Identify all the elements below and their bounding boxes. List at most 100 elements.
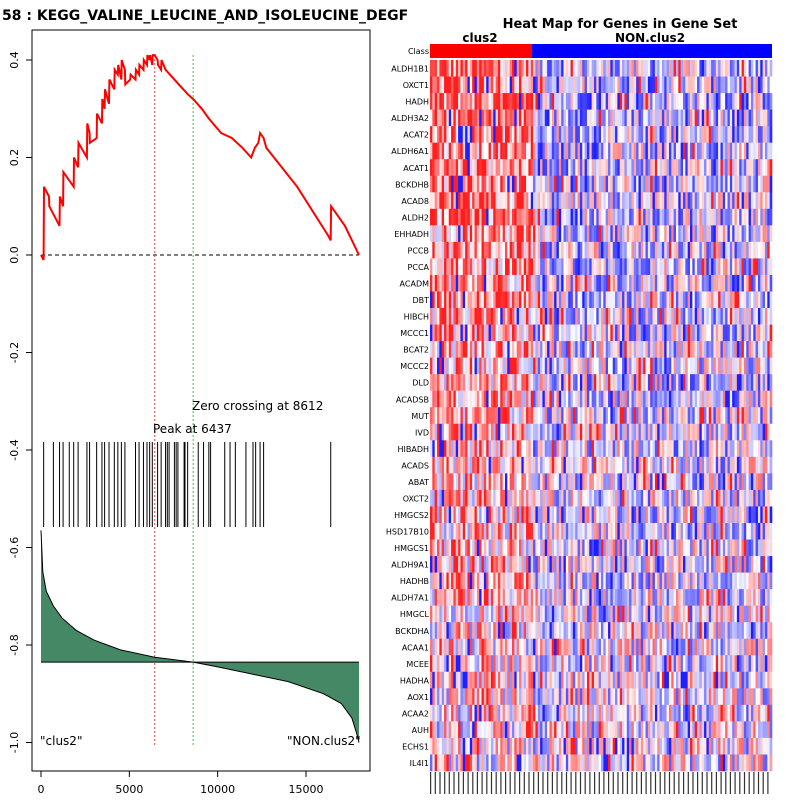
heatmap-cell <box>713 76 717 94</box>
heatmap-cell <box>762 241 766 259</box>
heatmap-cell <box>610 291 614 309</box>
heatmap-cell <box>615 109 618 127</box>
heatmap-cell <box>596 589 599 606</box>
heatmap-cell <box>748 423 752 441</box>
heatmap-cell <box>725 308 728 325</box>
heatmap-cell <box>577 556 581 573</box>
heatmap-cell <box>486 572 489 590</box>
heatmap-cell <box>481 489 485 507</box>
heatmap-cell <box>507 126 510 143</box>
heatmap-cell <box>528 241 532 259</box>
heatmap-cell <box>750 589 754 606</box>
heatmap-cell <box>743 291 747 309</box>
heatmap-cell <box>434 489 438 507</box>
heatmap-cell <box>622 76 625 94</box>
heatmap-cell <box>671 208 674 226</box>
heatmap-cell <box>469 208 473 226</box>
heatmap-cell <box>757 522 761 540</box>
heatmap-cell <box>434 175 438 193</box>
heatmap-cell <box>725 241 728 259</box>
heatmap-cell <box>455 390 459 408</box>
heatmap-cell <box>514 60 517 77</box>
heatmap-cell <box>762 390 766 408</box>
heatmap-cell <box>565 489 569 507</box>
heatmap-cell <box>682 208 686 226</box>
heatmap-cell <box>652 208 656 226</box>
heatmap-cell <box>565 324 569 342</box>
heatmap-cell <box>434 109 438 127</box>
heatmap-cell <box>624 374 628 391</box>
heatmap-cell <box>504 489 508 507</box>
heatmap-cell <box>509 324 513 342</box>
heatmap-cell <box>699 208 703 226</box>
heatmap-cell <box>605 539 609 557</box>
heatmap-cell <box>659 159 663 177</box>
heatmap-cell <box>519 308 522 325</box>
heatmap-cell <box>504 589 508 606</box>
heatmap-cell <box>668 440 672 458</box>
heatmap-cell <box>598 60 602 77</box>
heatmap-cell <box>671 258 674 276</box>
heatmap-cell <box>519 258 522 276</box>
heatmap-cell <box>434 225 438 243</box>
heatmap-cell <box>654 225 658 243</box>
heatmap-cell <box>668 589 672 606</box>
heatmap-cell <box>476 456 480 474</box>
heatmap-cell <box>521 308 524 325</box>
heatmap-cell <box>495 589 499 606</box>
heatmap-cell <box>619 159 623 177</box>
heatmap-cell <box>511 324 515 342</box>
heatmap-cell <box>680 208 684 226</box>
heatmap-cell <box>767 109 770 127</box>
heatmap-cell <box>762 192 766 210</box>
heatmap-cell <box>704 142 707 160</box>
heatmap-cell <box>507 291 510 309</box>
heatmap-cell <box>610 407 614 425</box>
heatmap-cell <box>659 109 663 127</box>
heatmap-cell <box>734 390 738 408</box>
heatmap-cell <box>690 291 693 309</box>
heatmap-cell <box>509 440 513 458</box>
heatmap-cell <box>659 308 663 325</box>
heatmap-cell <box>584 473 588 491</box>
heatmap-cell <box>722 341 726 358</box>
heatmap-cell <box>500 109 503 127</box>
heatmap-cell <box>715 192 719 210</box>
heatmap-cell <box>455 258 459 276</box>
heatmap-cell <box>519 341 522 358</box>
heatmap-cell <box>668 489 672 507</box>
heatmap-cell <box>444 506 447 524</box>
heatmap-cell <box>692 274 695 292</box>
heatmap-cell <box>622 308 625 325</box>
heatmap-cell <box>687 357 691 375</box>
heatmap-cell <box>479 76 482 94</box>
heatmap-cell <box>699 159 703 177</box>
heatmap-cell <box>690 572 693 590</box>
heatmap-cell <box>671 489 674 507</box>
heatmap-cell <box>633 159 637 177</box>
heatmap-cell <box>769 506 773 524</box>
heatmap-cell <box>509 589 513 606</box>
heatmap-cell <box>495 308 499 325</box>
heatmap-cell <box>629 324 632 342</box>
heatmap-cell <box>474 489 478 507</box>
heatmap-cell <box>727 142 731 160</box>
heatmap-cell <box>511 605 515 623</box>
heatmap-cell <box>481 93 485 110</box>
heatmap-cell <box>682 341 686 358</box>
heatmap-cell <box>727 341 731 358</box>
heatmap-cell <box>460 522 464 540</box>
heatmap-cell <box>659 357 663 375</box>
heatmap-cell <box>753 390 756 408</box>
heatmap-cell <box>715 241 719 259</box>
heatmap-cell <box>619 258 623 276</box>
heatmap-cell <box>746 225 749 243</box>
heatmap-cell <box>729 241 733 259</box>
heatmap-cell <box>624 225 628 243</box>
heatmap-cell <box>720 473 724 491</box>
heatmap-cell <box>722 589 726 606</box>
heatmap-cell <box>537 456 541 474</box>
heatmap-cell <box>619 241 623 259</box>
heatmap-cell <box>596 456 599 474</box>
heatmap-cell <box>713 241 717 259</box>
